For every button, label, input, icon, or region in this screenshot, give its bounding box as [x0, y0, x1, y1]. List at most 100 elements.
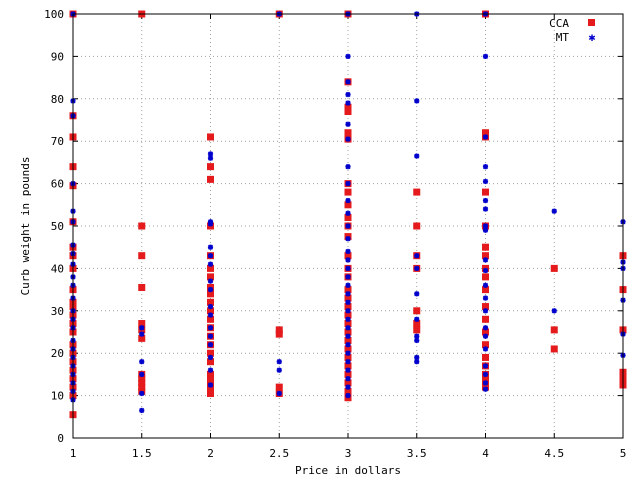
data-point-mt — [482, 295, 489, 301]
data-point-mt — [345, 79, 351, 85]
data-point-cca — [207, 163, 214, 171]
data-point-mt — [345, 136, 351, 142]
x-tick-label: 1.5 — [132, 447, 152, 460]
data-point-mt — [414, 98, 420, 104]
data-point-mt — [276, 390, 282, 397]
y-tick-label: 50 — [51, 220, 64, 233]
data-point-mt — [207, 287, 214, 293]
data-point-cca — [344, 311, 352, 319]
data-point-mt — [482, 325, 489, 331]
data-point-mt — [482, 308, 489, 314]
data-point-mt — [482, 346, 489, 352]
data-point-cca — [344, 252, 352, 260]
y-axis-label: Curb weight in pounds — [19, 156, 32, 295]
data-point-mt — [207, 303, 214, 310]
data-point-cca — [482, 328, 489, 336]
legend-marker-mt: ✱ — [588, 34, 596, 44]
data-point-cca — [138, 383, 146, 391]
data-point-mt — [207, 261, 214, 267]
x-tick-label: 4.5 — [544, 447, 564, 460]
data-point-cca — [344, 362, 352, 370]
data-point-mt — [482, 380, 489, 386]
data-point-mt — [482, 206, 489, 212]
data-point-mt — [345, 236, 351, 242]
data-point-cca — [344, 201, 352, 209]
data-point-cca — [275, 383, 283, 391]
data-point-cca — [138, 334, 146, 342]
data-point-cca — [550, 264, 558, 272]
data-point-mt — [207, 342, 214, 348]
data-point-mt — [345, 384, 351, 390]
data-point-mt — [345, 291, 351, 297]
y-tick-label: 60 — [51, 178, 64, 191]
data-point-cca — [344, 328, 352, 336]
data-point-mt — [482, 267, 489, 274]
data-point-cca — [207, 358, 214, 366]
data-point-cca — [275, 330, 283, 338]
y-tick-label: 80 — [51, 93, 64, 106]
data-point-mt — [482, 257, 489, 263]
data-point-mt — [414, 153, 420, 159]
data-point-cca — [344, 353, 352, 361]
data-point-mt — [482, 371, 489, 377]
data-point-cca — [344, 387, 352, 395]
data-point-mt — [345, 325, 351, 331]
data-point-cca — [482, 315, 489, 323]
data-point-cca — [344, 188, 352, 196]
data-point-mt — [345, 316, 351, 322]
data-point-cca — [207, 273, 214, 281]
data-point-mt — [207, 219, 214, 225]
data-point-mt — [482, 197, 489, 204]
data-point-mt — [345, 359, 351, 365]
data-point-mt — [139, 371, 145, 377]
data-point-cca — [138, 320, 146, 328]
data-point-cca — [207, 389, 214, 397]
data-point-mt — [345, 299, 351, 305]
data-point-mt — [551, 308, 557, 314]
data-point-cca — [207, 370, 214, 378]
y-tick-label: 20 — [51, 347, 64, 360]
data-point-cca — [413, 307, 421, 315]
data-point-mt — [482, 134, 489, 140]
data-point-mt — [345, 350, 351, 356]
data-point-mt — [207, 333, 214, 339]
data-point-mt — [345, 197, 351, 204]
data-point-cca — [344, 214, 352, 222]
data-point-mt — [482, 223, 489, 229]
data-point-mt — [276, 367, 282, 373]
x-tick-label: 1 — [70, 447, 77, 460]
data-point-mt — [414, 333, 420, 339]
y-tick-label: 70 — [51, 135, 64, 148]
data-point-mt — [345, 53, 351, 59]
y-tick-label: 90 — [51, 50, 64, 63]
data-point-cca — [482, 303, 489, 311]
x-tick-label: 5 — [620, 447, 627, 460]
data-point-mt — [345, 274, 351, 280]
data-point-cca — [550, 326, 558, 334]
data-point-mt — [139, 325, 145, 331]
data-point-cca — [207, 298, 214, 306]
legend-label-mt: MT — [556, 31, 570, 44]
data-point-cca — [344, 286, 352, 294]
data-point-cca — [550, 345, 558, 353]
data-point-mt — [345, 308, 351, 314]
data-point-mt — [414, 337, 420, 344]
data-point-mt — [207, 382, 214, 388]
data-point-mt — [482, 53, 489, 59]
data-point-cca — [482, 243, 489, 251]
data-point-mt — [345, 223, 351, 229]
legend: CCA MT ✱ — [549, 17, 596, 44]
data-point-cca — [344, 379, 352, 387]
data-point-mt — [482, 333, 489, 339]
data-point-cca — [344, 320, 352, 328]
data-point-cca — [482, 252, 489, 260]
data-point-mt — [345, 210, 351, 216]
data-point-mt — [414, 291, 420, 297]
y-tick-label: 10 — [51, 390, 64, 403]
data-point-mt — [551, 208, 557, 214]
data-point-mt — [345, 282, 351, 288]
data-point-mt — [276, 359, 282, 365]
y-tick-label: 40 — [51, 262, 64, 275]
data-point-mt — [482, 282, 489, 288]
data-point-mt — [207, 151, 214, 157]
